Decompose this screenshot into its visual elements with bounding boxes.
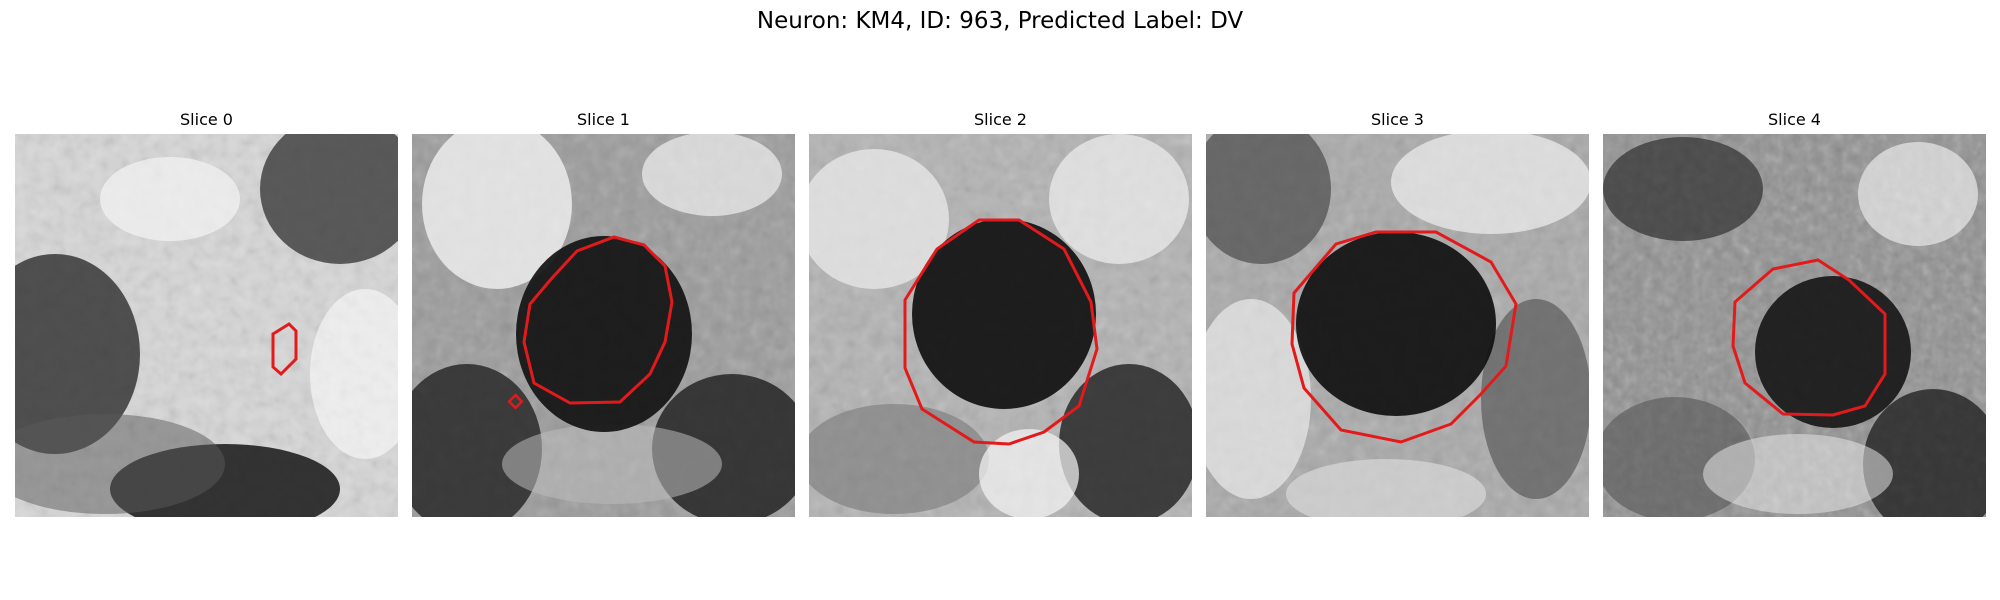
slice-1-svg xyxy=(412,134,795,517)
slice-title: Slice 1 xyxy=(577,110,630,129)
slice-title: Slice 4 xyxy=(1768,110,1821,129)
cell-contour xyxy=(271,322,298,377)
slice-image xyxy=(1603,134,1986,517)
slice-title: Slice 3 xyxy=(1371,110,1424,129)
cell-contour xyxy=(1731,258,1887,417)
figure-title: Neuron: KM4, ID: 963, Predicted Label: D… xyxy=(756,8,1244,34)
cell-contour xyxy=(903,218,1099,446)
slice-4-svg xyxy=(1603,134,1986,517)
slice-3-svg xyxy=(1206,134,1589,517)
cell-contour xyxy=(522,235,674,405)
slice-title: Slice 0 xyxy=(180,110,233,129)
slice-image xyxy=(809,134,1192,517)
cell-contour xyxy=(1290,230,1518,444)
small-contour xyxy=(507,393,524,410)
slice-0-svg xyxy=(15,134,398,517)
slice-image xyxy=(412,134,795,517)
slice-2-svg xyxy=(809,134,1192,517)
slice-image xyxy=(1206,134,1589,517)
slice-title: Slice 2 xyxy=(974,110,1027,129)
slice-image xyxy=(15,134,398,517)
